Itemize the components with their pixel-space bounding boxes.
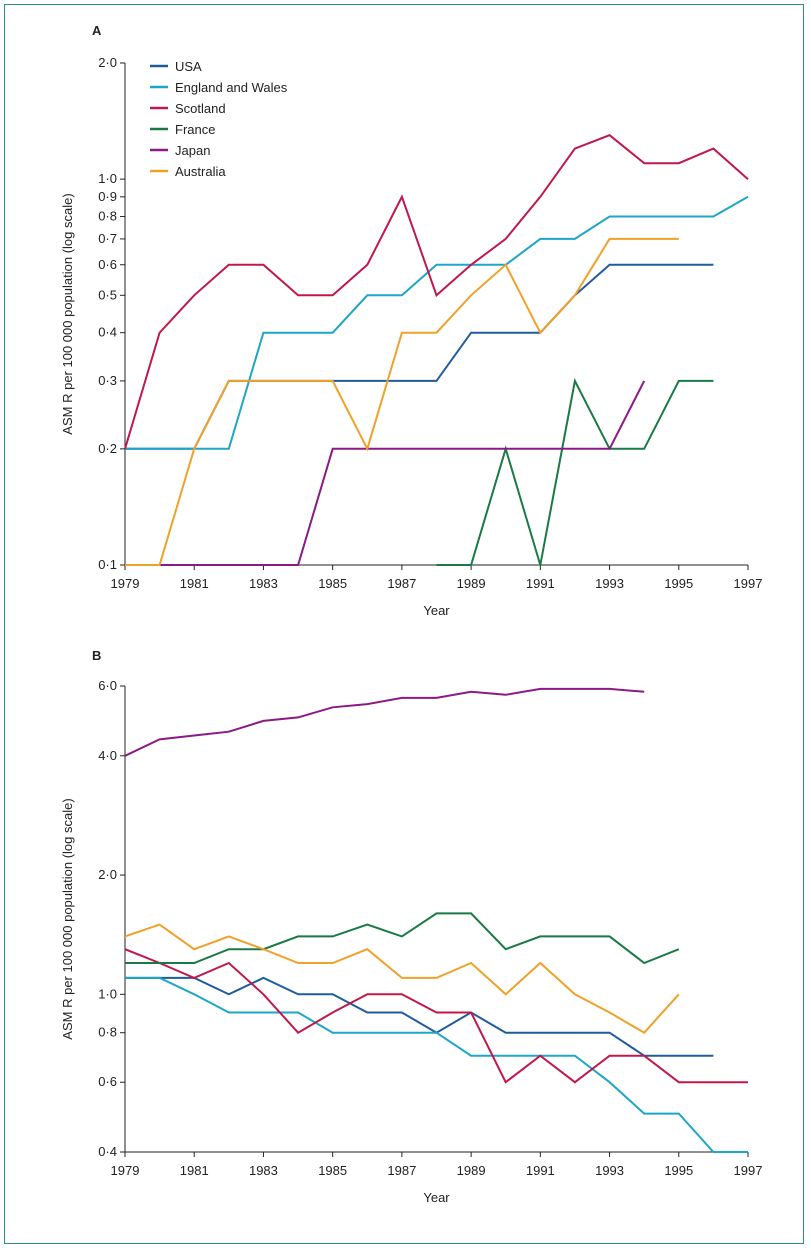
- panel-a-y-tick-label: 0·4: [98, 325, 117, 340]
- panel-a-x-tick-label: 1987: [387, 576, 416, 591]
- panel-a-series-usa: [125, 263, 714, 450]
- panel-a-x-tick-label: 1981: [180, 576, 209, 591]
- panel-b-series-scotland: [124, 948, 748, 1084]
- panel-b-x-tick-label: 1985: [318, 1163, 347, 1178]
- panel-b-series-england-and-wales: [125, 976, 748, 1153]
- panel-b-x-tick-label: 1979: [111, 1163, 140, 1178]
- panel-b-x-tick-label: 1993: [595, 1163, 624, 1178]
- panel-b-y-tick-label: 4·0: [98, 748, 117, 763]
- panel-a-y-tick-label: 2·0: [98, 55, 117, 70]
- panel-b-y-tick-label: 1·0: [98, 986, 117, 1001]
- panel-b-x-tick-label: 1989: [457, 1163, 486, 1178]
- panel-a-series-england-and-wales: [125, 195, 749, 450]
- legend-label-japan: Japan: [175, 143, 210, 158]
- panel-b-series-japan: [124, 687, 645, 757]
- panel-b-y-axis-title: ASM R per 100 000 population (log scale): [60, 798, 75, 1039]
- panel-a-x-tick-label: 1993: [595, 576, 624, 591]
- panel-a-y-tick-label: 0·3: [98, 373, 117, 388]
- panel-a-x-tick-label: 1985: [318, 576, 347, 591]
- panel-b-x-axis-title: Year: [423, 1190, 450, 1205]
- legend-label-usa: USA: [175, 59, 202, 74]
- panel-b-x-tick-label: 1983: [249, 1163, 278, 1178]
- panel-a-y-tick-label: 0·9: [98, 189, 117, 204]
- panel-a-series-australia: [125, 237, 679, 566]
- panel-b-label: B: [92, 648, 101, 663]
- panel-a-x-axis-title: Year: [423, 603, 450, 618]
- panel-a-x-tick-label: 1983: [249, 576, 278, 591]
- panel-a-label: A: [92, 23, 102, 38]
- panel-b-series-france: [125, 912, 680, 965]
- panel-a-series-scotland: [124, 134, 749, 450]
- panel-b-x-tick-label: 1997: [734, 1163, 763, 1178]
- panel-b-y-tick-label: 0·8: [98, 1025, 117, 1040]
- panel-b-x-tick-label: 1995: [664, 1163, 693, 1178]
- panel-a-y-tick-label: 0·7: [98, 231, 117, 246]
- panel-a-y-tick-label: 1·0: [98, 171, 117, 186]
- panel-b-y-tick-label: 0·4: [98, 1144, 117, 1159]
- panel-b-x-tick-label: 1991: [526, 1163, 555, 1178]
- panel-a-series-japan: [125, 380, 646, 566]
- panel-a-y-tick-label: 0·1: [98, 557, 117, 572]
- panel-a-series-france: [436, 377, 714, 566]
- panel-b-series-usa: [125, 976, 714, 1057]
- legend-label-france: France: [175, 122, 215, 137]
- panel-b-y-tick-label: 0·6: [98, 1074, 117, 1089]
- panel-a-y-tick-label: 0·6: [98, 257, 117, 272]
- panel-b-x-tick-label: 1981: [180, 1163, 209, 1178]
- figure-frame: [4, 4, 804, 1244]
- panel-b-y-tick-label: 2·0: [98, 867, 117, 882]
- legend-label-scotland: Scotland: [175, 101, 226, 116]
- panel-b-x-tick-label: 1987: [387, 1163, 416, 1178]
- panel-a-x-tick-label: 1991: [526, 576, 555, 591]
- panel-b-series-australia: [124, 923, 680, 1034]
- panel-a-x-tick-label: 1989: [457, 576, 486, 591]
- panel-a-y-tick-label: 0·5: [98, 287, 117, 302]
- panel-a-y-axis-title: ASM R per 100 000 population (log scale): [60, 193, 75, 434]
- panel-a-y-tick-label: 0·2: [98, 441, 117, 456]
- panel-a-x-tick-label: 1995: [664, 576, 693, 591]
- panel-a-y-tick-label: 0·8: [98, 209, 117, 224]
- panel-b-y-tick-label: 6·0: [98, 678, 117, 693]
- panel-a-x-tick-label: 1997: [734, 576, 763, 591]
- panel-a-x-tick-label: 1979: [111, 576, 140, 591]
- legend-label-australia: Australia: [175, 164, 226, 179]
- legend-label-england-and-wales: England and Wales: [175, 80, 288, 95]
